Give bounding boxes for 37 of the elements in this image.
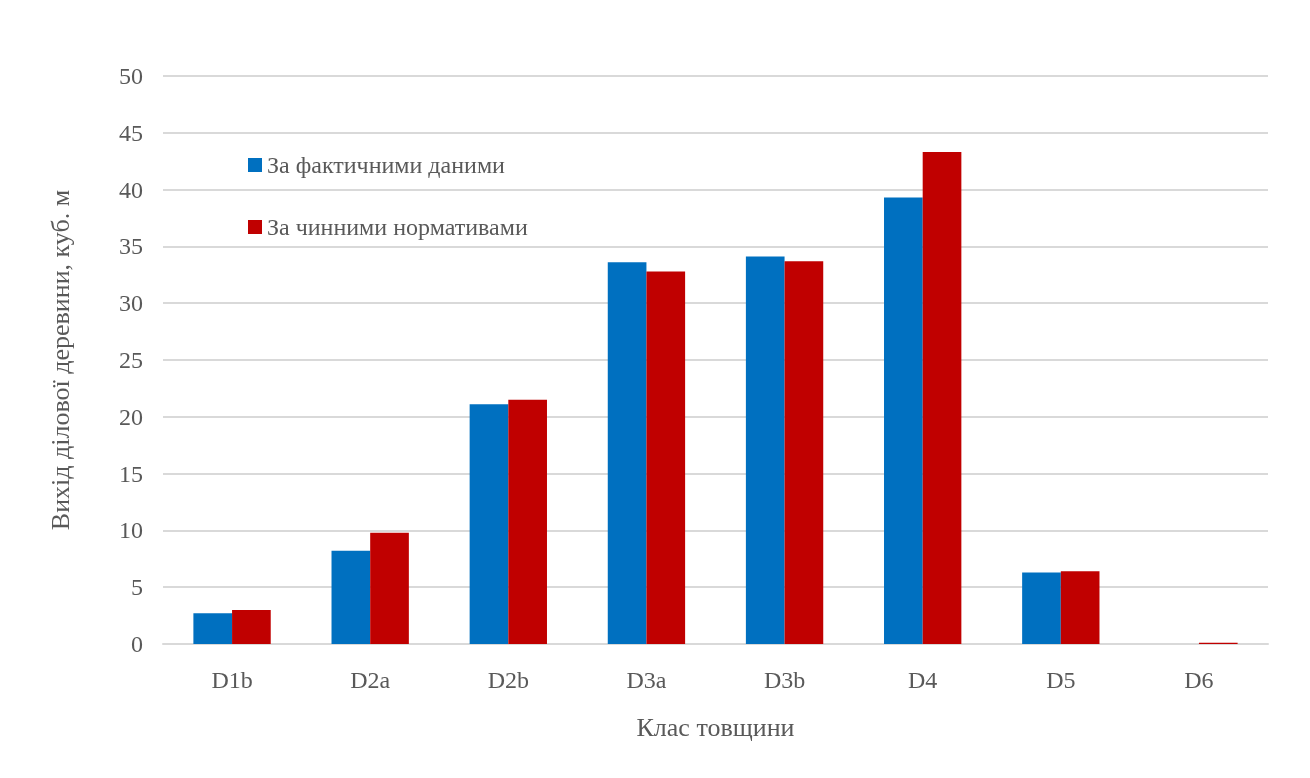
bar: [922, 152, 962, 644]
y-tick-label: 35: [119, 233, 143, 260]
bar: [469, 404, 509, 644]
legend-label: За фактичними даними: [267, 152, 506, 178]
y-tick-label: 5: [131, 574, 143, 601]
x-tick-label: D2a: [350, 667, 391, 693]
bar: [370, 532, 409, 644]
y-tick-label: 20: [119, 403, 143, 430]
y-tick-label: 10: [119, 517, 143, 544]
bar: [1060, 571, 1100, 644]
x-axis-title: Клас товщини: [636, 712, 795, 742]
x-tick-label: D3b: [763, 667, 806, 693]
bar: [1022, 572, 1061, 644]
bar: [884, 197, 923, 644]
x-tick-label: D4: [908, 667, 938, 693]
y-tick-label: 40: [119, 176, 143, 203]
y-axis-title: Вихід ділової деревини, куб. м: [45, 189, 75, 531]
legend-label: За чинними нормативами: [267, 214, 528, 240]
y-tick-label: 25: [119, 347, 143, 373]
x-tick-label: D2b: [487, 667, 529, 693]
bar: [232, 609, 271, 644]
y-tick-label: 30: [119, 290, 143, 317]
bar: [193, 613, 233, 644]
bar: [745, 256, 785, 644]
y-tick-label: 45: [119, 119, 143, 146]
bar: [784, 261, 824, 644]
y-tick-label: 0: [131, 631, 143, 657]
bar: [508, 399, 547, 644]
bar: [646, 271, 686, 644]
bar: [331, 550, 371, 644]
bar: [607, 262, 647, 644]
x-tick-label: D5: [1046, 667, 1076, 693]
x-tick-label: D6: [1184, 667, 1214, 693]
x-tick-label: D3a: [626, 667, 667, 693]
y-tick-label: 15: [119, 460, 143, 487]
x-tick-label: D1b: [211, 667, 253, 693]
y-tick-label: 50: [119, 63, 143, 89]
